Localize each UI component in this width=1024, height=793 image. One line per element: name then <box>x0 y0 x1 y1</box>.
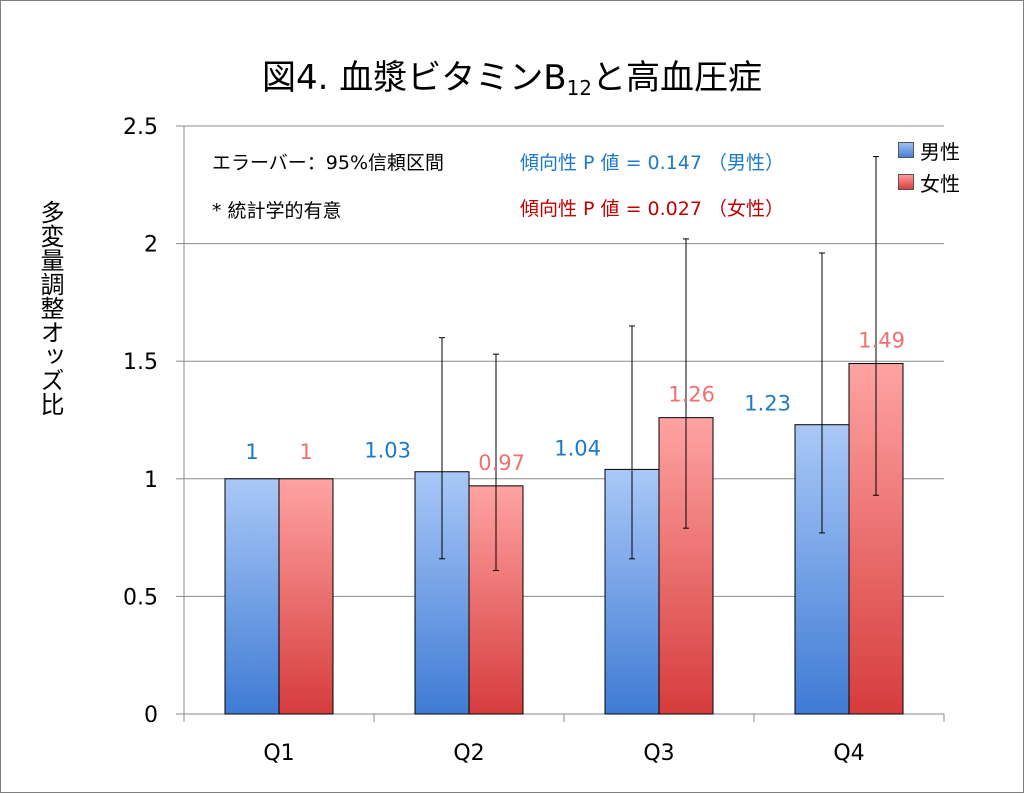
error-bar-note: エラーバー：95%信頼区間 <box>212 152 445 174</box>
data-label-female: 0.97 <box>478 451 525 475</box>
chart-title: 図4. 血漿ビタミンB12と高血圧症 <box>0 50 1024 100</box>
trend-male-note: 傾向性 P 値 = 0.147 （男性） <box>520 152 784 174</box>
legend-item-female: 女性 <box>898 166 960 198</box>
legend: 男性 女性 <box>898 134 960 198</box>
x-tick-label: Q3 <box>643 741 674 766</box>
data-label-female: 1.26 <box>668 383 715 407</box>
title-subscript: 12 <box>566 76 593 100</box>
y-tick-label: 2 <box>144 233 158 258</box>
legend-swatch-female <box>898 174 914 190</box>
bar-male <box>224 478 280 715</box>
bar-female <box>278 478 334 715</box>
data-label-male: 1.03 <box>364 439 411 463</box>
data-label-female: 1.49 <box>858 329 905 353</box>
legend-swatch-male <box>898 142 914 158</box>
y-tick-label: 2.5 <box>123 115 158 140</box>
significance-note: * 統計学的有意 <box>212 200 342 222</box>
x-tick-label: Q4 <box>833 741 864 766</box>
data-label-male: 1.04 <box>554 436 601 460</box>
title-main: 図4. 血漿ビタミンB <box>261 58 567 98</box>
y-tick-label: 0.5 <box>123 585 158 610</box>
x-tick-label: Q1 <box>263 741 294 766</box>
y-tick-label: 1.5 <box>123 350 158 375</box>
trend-female-note: 傾向性 P 値 = 0.027 （女性） <box>520 198 784 220</box>
legend-item-male: 男性 <box>898 134 960 166</box>
y-tick-label: 0 <box>144 703 158 728</box>
data-label-female: 1 <box>299 440 312 464</box>
x-tick-label: Q2 <box>453 741 484 766</box>
data-label-male: 1 <box>245 440 258 464</box>
data-label-male: 1.23 <box>744 392 791 416</box>
legend-label-female: 女性 <box>920 171 960 196</box>
legend-label-male: 男性 <box>920 139 960 164</box>
y-tick-label: 1 <box>144 468 158 493</box>
title-tail: と高血圧症 <box>592 58 763 98</box>
y-axis-label: 多変量調整オッズ比 <box>36 200 64 416</box>
